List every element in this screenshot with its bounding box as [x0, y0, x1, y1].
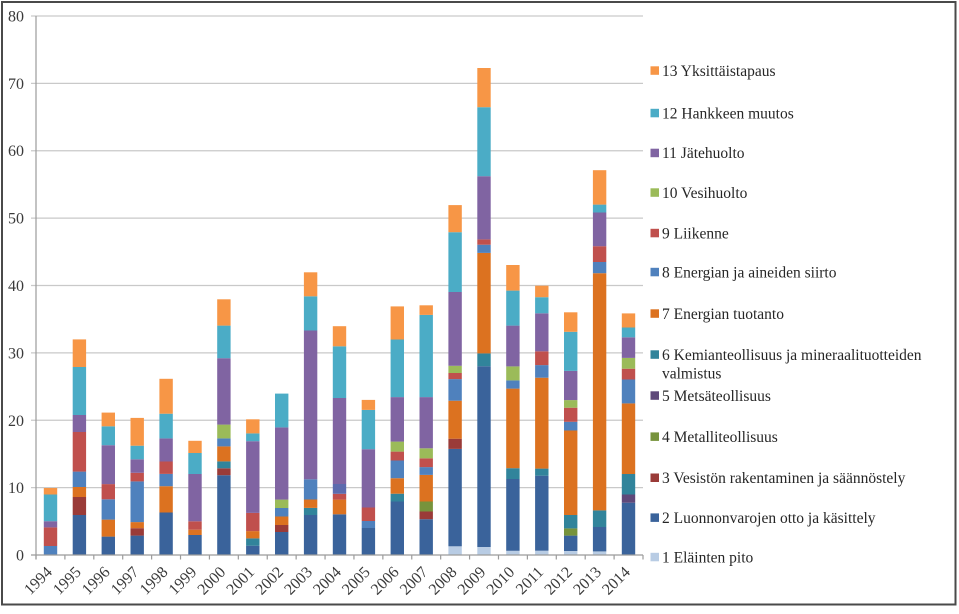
svg-text:11 Jätehuolto: 11 Jätehuolto	[662, 145, 745, 162]
svg-text:13 Yksittäistapaus: 13 Yksittäistapaus	[662, 63, 776, 80]
svg-text:0: 0	[16, 548, 24, 565]
svg-text:2 Luonnonvarojen otto ja käsit: 2 Luonnonvarojen otto ja käsittely	[662, 510, 876, 527]
svg-text:12 Hankkeen muutos: 12 Hankkeen muutos	[662, 105, 794, 122]
svg-text:10: 10	[8, 480, 24, 497]
svg-text:valmistus: valmistus	[662, 365, 721, 382]
svg-text:6 Kemianteollisuus ja mineraal: 6 Kemianteollisuus ja mineraalituotteide…	[662, 347, 922, 364]
svg-text:60: 60	[8, 143, 24, 160]
svg-text:40: 40	[8, 278, 24, 295]
svg-text:1 Eläinten pito: 1 Eläinten pito	[662, 549, 754, 566]
svg-text:4 Metalliteollisuus: 4 Metalliteollisuus	[662, 429, 778, 446]
svg-text:50: 50	[8, 211, 24, 228]
svg-text:9 Liikenne: 9 Liikenne	[662, 225, 729, 242]
svg-text:3 Vesistön rakentaminen ja sää: 3 Vesistön rakentaminen ja säännöstely	[662, 470, 906, 487]
svg-text:5 Metsäteollisuus: 5 Metsäteollisuus	[662, 388, 771, 405]
svg-text:70: 70	[8, 76, 24, 93]
svg-text:30: 30	[8, 345, 24, 362]
svg-text:80: 80	[8, 9, 24, 26]
svg-text:10 Vesihuolto: 10 Vesihuolto	[662, 185, 748, 202]
svg-text:20: 20	[8, 413, 24, 430]
svg-text:8 Energian ja aineiden siirto: 8 Energian ja aineiden siirto	[662, 264, 837, 281]
svg-text:7 Energian tuotanto: 7 Energian tuotanto	[662, 306, 784, 323]
